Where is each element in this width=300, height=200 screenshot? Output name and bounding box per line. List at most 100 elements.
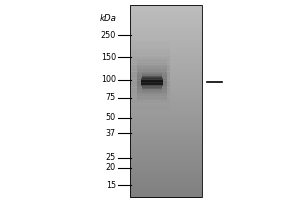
Bar <box>130 22 170 23</box>
Bar <box>130 25 170 26</box>
Bar <box>130 187 202 189</box>
Bar <box>130 38 202 39</box>
Bar <box>130 100 170 102</box>
Bar <box>130 169 202 170</box>
Bar <box>130 31 202 32</box>
Bar <box>130 114 202 116</box>
Bar <box>130 14 202 15</box>
Bar <box>136 81 167 82</box>
Bar <box>130 160 202 161</box>
Bar <box>130 104 170 105</box>
Bar <box>130 146 202 147</box>
Bar <box>130 81 170 82</box>
Bar <box>142 76 162 77</box>
Bar <box>130 107 202 108</box>
Bar <box>130 185 202 186</box>
Bar <box>136 87 167 88</box>
Bar <box>130 163 202 164</box>
Bar <box>130 145 202 146</box>
Bar <box>136 96 167 97</box>
Bar <box>130 54 202 55</box>
Bar <box>130 66 202 67</box>
Bar <box>130 47 202 48</box>
Bar <box>142 73 162 74</box>
Bar <box>130 70 170 71</box>
Bar <box>130 111 170 112</box>
Bar <box>130 152 170 153</box>
Bar <box>130 6 170 7</box>
Bar <box>142 75 162 76</box>
Bar <box>130 162 170 164</box>
Bar <box>130 49 202 50</box>
Bar <box>130 76 202 77</box>
Bar <box>130 137 170 139</box>
Bar <box>130 88 170 89</box>
Bar <box>130 94 170 95</box>
Bar <box>136 82 167 83</box>
Bar <box>130 177 170 178</box>
Bar <box>130 123 170 125</box>
Bar <box>130 155 170 157</box>
Bar <box>130 128 170 129</box>
Bar <box>130 147 202 148</box>
Bar <box>130 84 202 85</box>
Bar <box>130 69 202 70</box>
Bar <box>130 85 202 86</box>
Bar <box>130 175 170 176</box>
Bar <box>130 120 170 121</box>
Bar <box>130 18 202 20</box>
Bar <box>130 34 202 35</box>
Bar <box>130 184 202 185</box>
Bar <box>130 132 202 134</box>
Bar <box>130 114 202 115</box>
Bar <box>130 55 170 56</box>
Bar <box>130 129 170 130</box>
Bar <box>130 187 170 188</box>
Bar <box>130 64 202 65</box>
Bar <box>130 180 202 181</box>
Bar <box>130 97 202 98</box>
Bar <box>130 161 170 162</box>
Bar <box>130 93 202 94</box>
Bar <box>142 93 161 94</box>
Text: kDa: kDa <box>100 14 117 23</box>
Bar <box>130 29 170 30</box>
Bar <box>130 189 170 190</box>
Bar <box>130 38 170 39</box>
Bar <box>130 63 170 64</box>
Bar <box>130 184 202 185</box>
Bar <box>130 187 170 189</box>
Bar <box>130 99 202 100</box>
Bar <box>130 34 170 36</box>
Bar <box>130 164 170 166</box>
Bar <box>130 171 202 173</box>
Bar <box>130 102 202 103</box>
Bar <box>130 87 202 88</box>
Bar <box>136 95 167 96</box>
Bar <box>130 34 170 35</box>
Bar <box>136 62 167 63</box>
Bar <box>130 115 170 116</box>
Bar <box>136 76 167 77</box>
Bar <box>130 135 202 136</box>
Bar <box>130 137 202 138</box>
Bar <box>130 143 170 144</box>
Bar <box>130 157 202 158</box>
Bar <box>136 94 167 95</box>
Bar <box>142 78 163 79</box>
Bar <box>130 73 202 75</box>
Bar <box>130 176 170 177</box>
Bar <box>130 186 170 187</box>
Bar <box>130 79 170 80</box>
Bar <box>130 51 202 52</box>
Bar <box>130 112 202 113</box>
Bar <box>141 83 163 84</box>
Bar <box>130 81 202 82</box>
Bar <box>130 169 202 171</box>
Bar <box>142 74 162 75</box>
Text: 100: 100 <box>101 75 116 84</box>
Bar <box>130 116 202 117</box>
Bar <box>130 77 202 78</box>
Bar <box>130 107 170 109</box>
Bar <box>130 150 170 151</box>
